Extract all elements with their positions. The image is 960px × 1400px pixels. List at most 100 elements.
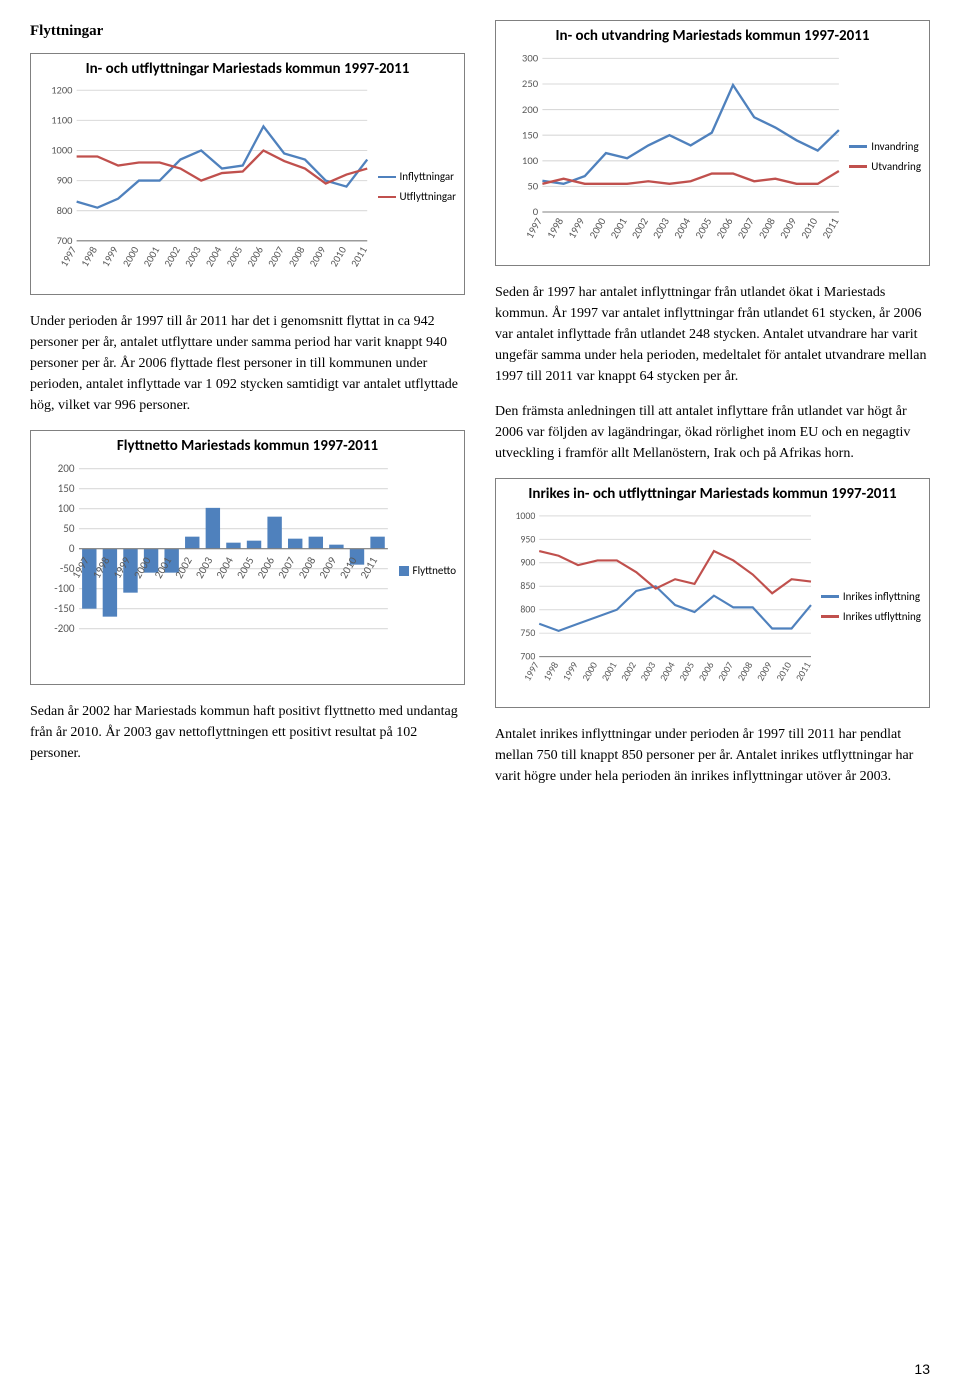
legend-item: Invandring	[849, 137, 921, 157]
svg-text:2011: 2011	[819, 215, 841, 240]
svg-text:2011: 2011	[793, 660, 813, 683]
svg-text:1100: 1100	[51, 114, 73, 127]
chart1-title: In- och utflyttningar Mariestads kommun …	[39, 60, 456, 79]
svg-text:2003: 2003	[182, 244, 204, 269]
svg-text:2003: 2003	[192, 554, 216, 581]
svg-text:2001: 2001	[599, 660, 619, 683]
svg-text:2006: 2006	[696, 660, 716, 683]
svg-text:2005: 2005	[223, 244, 245, 269]
svg-text:2008: 2008	[286, 244, 308, 269]
chart-in-ut-flyttningar: In- och utflyttningar Mariestads kommun …	[30, 53, 465, 295]
svg-text:2011: 2011	[348, 244, 370, 269]
svg-text:2004: 2004	[671, 215, 693, 241]
svg-text:1997: 1997	[522, 660, 542, 683]
svg-text:2007: 2007	[735, 215, 757, 241]
svg-text:900: 900	[57, 174, 74, 187]
svg-text:1999: 1999	[99, 244, 121, 269]
svg-text:2007: 2007	[716, 660, 736, 683]
chart3-title: Flyttnetto Mariestads kommun 1997-2011	[39, 437, 456, 456]
svg-text:150: 150	[522, 128, 539, 141]
chart1-legend: InflyttningarUtflyttningar	[378, 167, 457, 207]
svg-text:750: 750	[520, 627, 535, 639]
svg-text:800: 800	[520, 604, 535, 616]
svg-text:2004: 2004	[203, 244, 225, 269]
svg-text:100: 100	[58, 501, 75, 515]
paragraph-1: Under perioden år 1997 till år 2011 har …	[30, 311, 465, 416]
chart3-legend: Flyttnetto	[399, 561, 456, 581]
svg-text:2001: 2001	[608, 215, 630, 240]
svg-text:50: 50	[63, 521, 75, 535]
svg-text:2008: 2008	[756, 215, 778, 240]
chart-flyttnetto: Flyttnetto Mariestads kommun 1997-2011 -…	[30, 430, 465, 685]
svg-text:2003: 2003	[650, 215, 672, 240]
svg-text:1000: 1000	[51, 144, 73, 157]
svg-text:800: 800	[57, 204, 74, 217]
svg-text:2007: 2007	[265, 244, 287, 269]
svg-text:2001: 2001	[140, 244, 162, 269]
svg-text:950: 950	[520, 533, 535, 545]
legend-item: Inrikes inflyttning	[821, 587, 921, 607]
svg-text:2008: 2008	[295, 554, 319, 581]
svg-text:1999: 1999	[565, 215, 587, 241]
svg-text:2000: 2000	[120, 244, 142, 269]
paragraph-2: Sedan år 2002 har Mariestads kommun haft…	[30, 701, 465, 764]
svg-text:2004: 2004	[213, 554, 237, 581]
svg-text:2005: 2005	[233, 554, 256, 581]
paragraph-3: Seden år 1997 har antalet inflyttningar …	[495, 282, 930, 387]
svg-text:1998: 1998	[78, 244, 100, 269]
svg-text:2008: 2008	[735, 660, 755, 683]
svg-text:900: 900	[520, 557, 535, 569]
svg-text:150: 150	[58, 481, 75, 495]
svg-text:2003: 2003	[638, 660, 658, 683]
svg-text:2002: 2002	[619, 660, 639, 683]
legend-item: Utvandring	[849, 157, 921, 177]
legend-item: Inrikes utflyttning	[821, 607, 921, 627]
svg-text:1997: 1997	[523, 215, 545, 241]
svg-text:2007: 2007	[274, 554, 298, 581]
svg-text:2010: 2010	[774, 660, 794, 683]
svg-text:700: 700	[520, 651, 535, 663]
chart-inrikes: Inrikes in- och utflyttningar Mariestads…	[495, 478, 930, 708]
svg-text:2006: 2006	[254, 554, 278, 581]
paragraph-4: Den främsta anledningen till att antalet…	[495, 401, 930, 464]
legend-item: Utflyttningar	[378, 187, 457, 207]
svg-text:2005: 2005	[677, 660, 697, 683]
svg-text:850: 850	[520, 580, 535, 592]
svg-text:-150: -150	[54, 601, 75, 615]
svg-text:2006: 2006	[714, 215, 736, 241]
svg-text:200: 200	[522, 103, 539, 116]
svg-text:300: 300	[522, 52, 539, 65]
svg-text:2009: 2009	[316, 554, 340, 581]
svg-text:2000: 2000	[580, 660, 600, 683]
svg-text:2005: 2005	[692, 215, 714, 240]
svg-text:-200: -200	[54, 621, 75, 635]
svg-text:700: 700	[57, 234, 74, 247]
chart4-legend: Inrikes inflyttningInrikes utflyttning	[821, 587, 921, 627]
page-number: 13	[914, 1359, 930, 1380]
svg-text:0: 0	[69, 541, 75, 555]
svg-text:100: 100	[522, 154, 539, 167]
svg-text:1999: 1999	[560, 660, 580, 683]
chart-in-utvandring: In- och utvandring Mariestads kommun 199…	[495, 20, 930, 266]
svg-text:200: 200	[58, 462, 75, 475]
chart2-title: In- och utvandring Mariestads kommun 199…	[504, 27, 921, 46]
svg-text:2004: 2004	[657, 660, 677, 683]
svg-text:-100: -100	[54, 581, 75, 595]
svg-text:2010: 2010	[798, 215, 820, 241]
svg-text:1200: 1200	[51, 84, 73, 96]
svg-text:2002: 2002	[161, 244, 183, 269]
svg-text:2009: 2009	[777, 215, 799, 241]
svg-text:2000: 2000	[586, 215, 608, 241]
svg-text:50: 50	[527, 179, 538, 192]
svg-text:1000: 1000	[515, 510, 535, 522]
section-heading: Flyttningar	[30, 20, 465, 43]
svg-text:1998: 1998	[544, 215, 566, 240]
svg-text:2006: 2006	[244, 244, 266, 269]
legend-item: Flyttnetto	[399, 561, 456, 581]
svg-text:2010: 2010	[327, 244, 349, 269]
legend-item: Inflyttningar	[378, 167, 457, 187]
svg-text:2002: 2002	[629, 215, 651, 240]
svg-text:2009: 2009	[306, 244, 328, 269]
svg-text:2009: 2009	[754, 660, 774, 683]
chart2-legend: InvandringUtvandring	[849, 137, 921, 177]
